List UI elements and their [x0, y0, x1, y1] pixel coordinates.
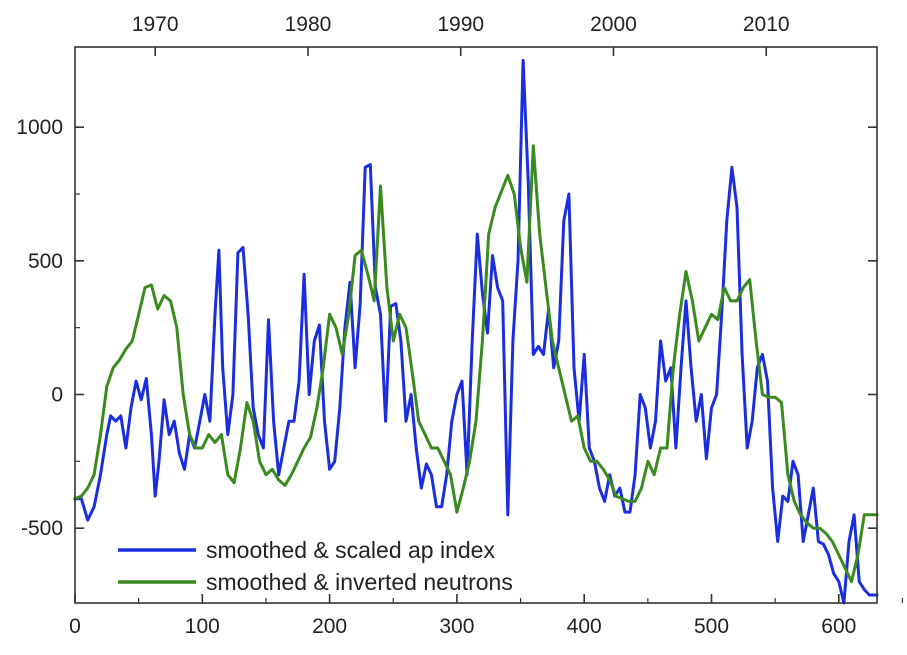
legend-label: smoothed & inverted neutrons [206, 569, 513, 595]
series-layer [73, 58, 879, 605]
y-tick-label: 1000 [16, 116, 63, 139]
top-tick-label: 1990 [437, 13, 484, 36]
series-line-ap-index [73, 58, 879, 605]
y-tick-label: 500 [28, 250, 63, 273]
legend-label: smoothed & scaled ap index [206, 537, 495, 563]
x-tick-label: 200 [312, 615, 347, 638]
x-tick-label: 0 [69, 615, 81, 638]
x-tick-label: 300 [439, 615, 474, 638]
top-tick-label: 1980 [285, 13, 332, 36]
y-tick-label: 0 [51, 384, 63, 407]
legend: smoothed & scaled ap index smoothed & inv… [118, 537, 513, 595]
x-tick-label: 500 [694, 615, 729, 638]
top-tick-label: 2000 [590, 13, 637, 36]
x-tick-label: 100 [185, 615, 220, 638]
x-tick-label: 400 [567, 615, 602, 638]
top-tick-label: 1970 [132, 13, 179, 36]
y-tick-label: -500 [21, 517, 63, 540]
series-line-neutrons [73, 144, 879, 584]
axis-layer: 0 100 200 300 400 500 600 -500 0 500 1000 1970 1980 1… [16, 13, 904, 638]
x-tick-label: 600 [821, 615, 856, 638]
plot-frame [74, 46, 878, 604]
top-tick-label: 2010 [743, 13, 790, 36]
